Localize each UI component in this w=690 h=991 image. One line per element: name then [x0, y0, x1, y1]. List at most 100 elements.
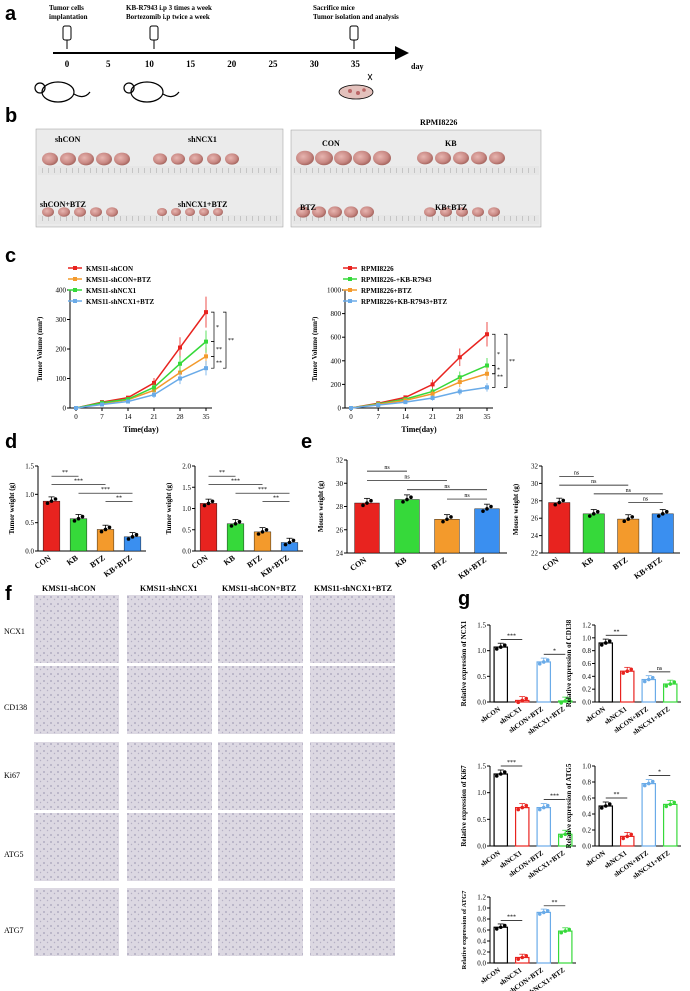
panel-label-c: c [5, 245, 16, 267]
data-point [646, 677, 651, 682]
data-point [502, 643, 507, 647]
data-point [287, 540, 292, 545]
data-point [401, 500, 405, 504]
significance-label: ns [404, 474, 410, 480]
data-point [672, 800, 677, 805]
tumor-samples-left [42, 152, 239, 217]
significance-label: ** [219, 470, 225, 476]
data-point [664, 684, 669, 688]
data-point [152, 385, 156, 390]
tumor-sample [453, 151, 469, 165]
ruler [38, 215, 281, 224]
data-point [202, 503, 207, 508]
tumor-sample [225, 153, 239, 165]
y-tick-label: 0.8 [582, 779, 591, 787]
event-3-line2: Tumor isolation and analysis [313, 13, 399, 21]
x-tick-label: 35 [484, 413, 492, 421]
legend-marker [73, 277, 77, 281]
data-point [567, 830, 572, 835]
y-tick-label: 2.0 [182, 463, 191, 471]
y-tick-label: 0.0 [477, 843, 486, 851]
data-point [622, 519, 627, 524]
significance-label: ** [228, 338, 234, 344]
data-point [126, 399, 130, 404]
panel-label-f: f [5, 583, 12, 605]
data-point [524, 696, 529, 701]
data-point [621, 836, 626, 841]
photo-label-shncx1-btz: shNCX1+BTZ [178, 200, 227, 209]
data-point [361, 503, 365, 508]
data-point [53, 497, 58, 501]
bar [199, 503, 218, 552]
data-point [178, 370, 182, 375]
photo-label-kb: KB [445, 139, 457, 148]
tumor-sample [296, 206, 310, 218]
x-tick-label: BTZ [245, 553, 263, 570]
histology-row-ncx1: NCX1 [4, 627, 25, 636]
panel-f: KMS11-shCON KMS11-shNCX1 KMS11-shCON+BTZ… [4, 584, 395, 956]
y-tick-label: 0.8 [582, 647, 591, 655]
y-axis-title: Mouse weight (g) [512, 483, 520, 535]
x-tick-label: BTZ [430, 555, 448, 572]
significance-label: *** [507, 760, 516, 766]
histology-image [34, 888, 119, 956]
data-point [178, 376, 182, 381]
y-tick-label: 26 [531, 515, 539, 523]
data-point [349, 406, 353, 410]
data-point [545, 803, 550, 808]
data-point [489, 504, 493, 509]
data-point [668, 802, 673, 807]
tumor-sample [488, 207, 500, 217]
histology-image [127, 888, 212, 956]
data-point [591, 512, 596, 516]
bar [557, 930, 573, 964]
data-point [603, 641, 608, 645]
data-point [260, 530, 265, 534]
significance-label: ns [384, 465, 390, 471]
significance-label: ns [444, 484, 450, 490]
tumor-sample [424, 207, 436, 217]
histology-image [218, 666, 303, 734]
data-point [126, 537, 131, 541]
mouse-icon [123, 81, 180, 103]
y-tick-label: 1.5 [25, 463, 34, 471]
significance-bracket [492, 365, 496, 375]
data-point [607, 802, 612, 806]
histology-image [310, 666, 395, 734]
series-line [350, 386, 488, 409]
data-point [561, 498, 566, 503]
data-point [485, 363, 489, 368]
data-point [646, 781, 651, 786]
data-point [599, 643, 604, 647]
tumor-sample [471, 151, 487, 165]
data-point [405, 497, 409, 502]
significance-bracket [211, 356, 215, 369]
bar [493, 773, 509, 847]
significance-label: ** [62, 470, 68, 476]
significance-label: ns [657, 666, 663, 672]
photo-title-rpmi8226: RPMI8226 [420, 118, 457, 127]
data-point [441, 519, 445, 524]
y-tick-label: 800 [331, 310, 342, 318]
legend-marker [73, 288, 77, 292]
panel-label-d: d [5, 431, 17, 453]
syringe-icon [149, 25, 159, 49]
timeline-tick-label: 15 [186, 59, 196, 69]
y-tick-label: 1.0 [582, 763, 591, 771]
x-axis-title: Time(day) [401, 425, 437, 434]
panel-a: a 0 5 10 15 20 25 30 35 day Tumor cells implant… [5, 3, 423, 103]
y-tick-label: 1.0 [477, 647, 486, 655]
data-point [178, 345, 182, 350]
x-axis-title: Time(day) [123, 425, 159, 434]
data-point [445, 517, 449, 522]
tumor-sample [328, 206, 342, 218]
bar [617, 518, 640, 554]
timeline-tick-label: 5 [106, 59, 111, 69]
data-point [210, 499, 215, 504]
data-point [494, 774, 499, 778]
data-point [567, 927, 572, 932]
y-tick-label: 0.0 [582, 699, 591, 707]
data-point [430, 382, 435, 387]
y-axis-title: Relative expression of ATG5 [565, 763, 573, 848]
